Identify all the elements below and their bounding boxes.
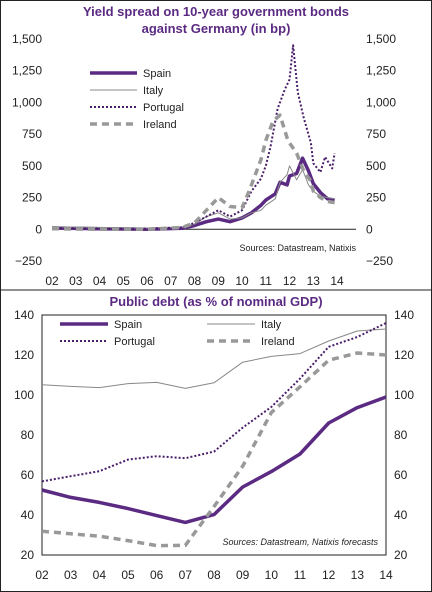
chart1-ytick-left: 1,500 [12, 32, 42, 46]
chart1-ytick-left: 0 [35, 222, 42, 236]
chart1-legend: Spain Italy Portugal Ireland [90, 68, 184, 131]
chart1-xtick: 11 [260, 274, 273, 288]
chart2-ytick-left: 100 [14, 388, 34, 402]
chart2-plot-frame [41, 314, 387, 556]
chart1-ytick-right: −250 [366, 254, 393, 268]
chart2-title: Public debt (as % of nominal GDP) [109, 294, 322, 309]
chart2-ytick-left: 140 [14, 308, 34, 322]
chart1-xtick: 04 [93, 274, 107, 288]
chart2-legend-label-portugal: Portugal [114, 336, 155, 348]
chart1-series-group [51, 44, 336, 232]
chart1-ytick-left: 1,000 [12, 95, 42, 109]
chart2-series-portugal [41, 322, 387, 483]
chart2-source: Sources: Datastream, Natixis forecasts [222, 537, 378, 547]
chart1-xtick: 06 [140, 274, 154, 288]
chart1-source: Sources: Datastream, Natixis [239, 243, 356, 253]
chart2-xtick: 13 [351, 568, 365, 582]
chart1-legend-label-spain: Spain [143, 68, 171, 80]
chart2-xtick: 07 [179, 568, 193, 582]
chart2-ytick-left: 40 [21, 508, 35, 522]
chart1-title-line1: Yield spread on 10-year government bonds [83, 4, 349, 19]
chart1-ytick-left: −250 [15, 254, 42, 268]
chart1-y-axis-right: 1,500 1,250 1,000 750 500 250 0 −250 [366, 32, 396, 268]
chart2-ytick-right: 100 [394, 388, 414, 402]
chart1-ytick-right: 1,000 [366, 95, 396, 109]
chart2-ytick-right: 80 [394, 428, 408, 442]
chart2-legend-label-ireland: Ireland [261, 336, 295, 348]
chart2-ytick-right: 120 [394, 348, 414, 362]
chart1-xtick: 08 [188, 274, 202, 288]
chart2-xtick: 08 [207, 568, 221, 582]
chart2-ytick-left: 80 [21, 428, 35, 442]
chart1-ytick-right: 1,250 [366, 64, 396, 78]
chart2-series-group [41, 322, 387, 548]
chart1-xtick: 14 [330, 274, 344, 288]
chart1-xtick: 02 [45, 274, 59, 288]
chart2-y-axis-left: 140 120 100 80 60 40 20 [14, 308, 34, 562]
chart2-x-axis: 02 03 04 05 06 07 08 09 10 11 12 13 14 [35, 568, 393, 582]
chart2-ytick-left: 60 [21, 468, 35, 482]
chart2-xtick: 14 [379, 568, 393, 582]
chart2-ytick-right: 20 [394, 548, 408, 562]
chart2-legend: Spain Italy Portugal Ireland [60, 319, 295, 348]
chart1-ytick-left: 500 [22, 159, 42, 173]
chart1-ytick-left: 750 [22, 127, 42, 141]
chart1-ytick-right: 750 [366, 127, 386, 141]
chart1-x-axis: 02 03 04 05 06 07 08 09 10 11 12 13 14 [45, 274, 344, 288]
chart2-xtick: 12 [322, 568, 336, 582]
chart1-xtick: 13 [307, 274, 321, 288]
chart1-y-axis-left: 1,500 1,250 1,000 750 500 250 0 −250 [12, 32, 42, 268]
chart2-ytick-right: 60 [394, 468, 408, 482]
chart1-ytick-right: 0 [366, 222, 373, 236]
chart1-xtick: 07 [164, 274, 178, 288]
chart1-xtick: 10 [235, 274, 249, 288]
chart2-ytick-left: 20 [21, 548, 35, 562]
chart1-ytick-right: 1,500 [366, 32, 396, 46]
chart2-xtick: 06 [150, 568, 164, 582]
chart2-xtick: 04 [93, 568, 107, 582]
chart1-xtick: 05 [117, 274, 131, 288]
public-debt-chart: Public debt (as % of nominal GDP) 140120… [14, 294, 414, 582]
chart2-xtick: 09 [236, 568, 250, 582]
yield-spread-chart: Yield spread on 10-year government bonds… [12, 4, 396, 288]
chart2-xtick: 02 [35, 568, 49, 582]
chart2-series-ireland [41, 351, 387, 548]
chart2-ytick-right: 40 [394, 508, 408, 522]
chart2-series-spain [41, 395, 387, 525]
chart1-legend-label-italy: Italy [143, 85, 164, 97]
chart2-ytick-left: 120 [14, 348, 34, 362]
chart2-xtick: 05 [121, 568, 135, 582]
chart1-ytick-right: 250 [366, 191, 386, 205]
chart1-title-line2: against Germany (in bp) [142, 21, 291, 36]
chart1-series-ireland [51, 113, 335, 232]
chart2-series-italy [41, 328, 387, 389]
chart2-xtick: 10 [265, 568, 279, 582]
chart2-legend-label-italy: Italy [261, 319, 282, 331]
chart2-xtick: 03 [64, 568, 78, 582]
chart1-xtick: 03 [69, 274, 83, 288]
chart1-legend-label-ireland: Ireland [143, 119, 177, 131]
chart1-xtick: 09 [212, 274, 226, 288]
chart2-legend-label-spain: Spain [114, 319, 142, 331]
chart1-ytick-left: 1,250 [12, 64, 42, 78]
chart2-y-axis-right: 140 120 100 80 60 40 20 [394, 308, 414, 562]
chart2-xtick: 11 [294, 568, 307, 582]
chart1-xtick: 12 [283, 274, 297, 288]
chart1-series-portugal [51, 44, 336, 230]
chart2-ytick-right: 140 [394, 308, 414, 322]
chart1-ytick-right: 500 [366, 159, 386, 173]
chart1-ytick-left: 250 [22, 191, 42, 205]
chart1-series-spain [51, 156, 335, 232]
chart1-legend-label-portugal: Portugal [143, 102, 184, 114]
